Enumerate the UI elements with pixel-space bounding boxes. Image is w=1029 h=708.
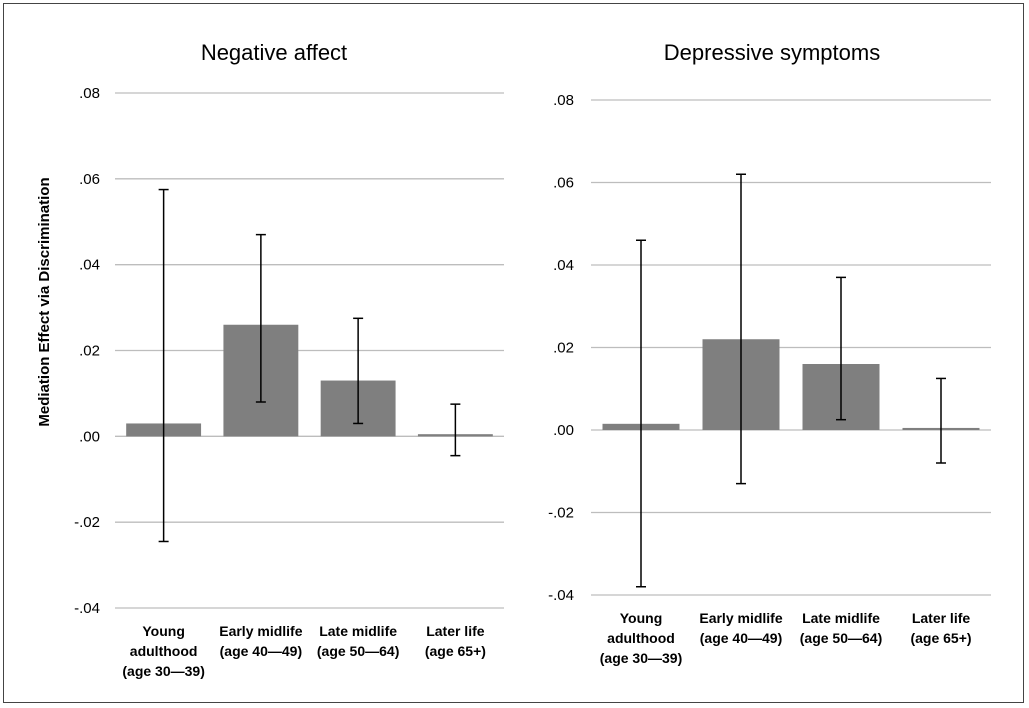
x-tick-label-line: Late midlife — [802, 610, 880, 626]
y-axis-label-text: Mediation Effect via Discrimination — [36, 177, 53, 426]
x-tick-label: Early midlife (age 40—49) — [219, 623, 302, 659]
y-tick-label: .06 — [79, 171, 100, 188]
x-tick-label-line: Later life — [912, 610, 971, 626]
error-bar — [450, 403, 461, 457]
x-tick-label-line: (age 40—49) — [700, 630, 782, 646]
y-tick-label: -.02 — [74, 514, 100, 531]
error-bar — [158, 188, 169, 543]
x-tick-label-line: Later life — [426, 623, 485, 639]
x-tick-label: Early midlife (age 40—49) — [699, 610, 782, 646]
y-tick-label: .04 — [79, 257, 100, 274]
x-tick-label-line: Early midlife — [219, 623, 302, 639]
error-bar — [636, 239, 646, 588]
chart-title: Depressive symptoms — [664, 40, 880, 65]
y-tick-label: .02 — [553, 340, 574, 357]
chart-negative-affect: Negative affect .08 .06 .04 .02 .00 -.02 -.04 Yo… — [74, 40, 504, 679]
x-tick-label-line: (age 40—49) — [220, 643, 302, 659]
x-tick-label-line: adulthood — [607, 630, 675, 646]
x-tick-label-line: adulthood — [130, 643, 198, 659]
error-bar — [836, 276, 846, 421]
error-bar — [353, 317, 364, 425]
x-tick-label-line: (age 30—39) — [600, 650, 682, 666]
figure-frame: Mediation Effect via Discrimination Nega… — [3, 3, 1024, 703]
y-tick-label: .08 — [79, 85, 100, 102]
x-tick-label-line: Late midlife — [319, 623, 397, 639]
y-tick-label: -.02 — [548, 505, 574, 522]
x-tick-label-line: Early midlife — [699, 610, 782, 626]
y-tick-label: .08 — [553, 92, 574, 109]
y-axis-label: Mediation Effect via Discrimination — [36, 177, 53, 426]
x-tick-label-line: Young — [142, 623, 185, 639]
y-tick-label: .02 — [79, 343, 100, 360]
error-bar — [736, 173, 746, 485]
x-tick-label: Late midlife (age 50—64) — [317, 623, 399, 659]
y-tick-label: -.04 — [74, 600, 100, 617]
x-tick-label: Later life (age 65+) — [425, 623, 486, 659]
x-tick-label-line: Young — [620, 610, 663, 626]
error-bar — [255, 233, 266, 403]
y-tick-label: -.04 — [548, 587, 574, 604]
x-tick-label-line: (age 50—64) — [317, 643, 399, 659]
x-tick-label: Late midlife (age 50—64) — [800, 610, 882, 646]
x-tick-label: Young adulthood (age 30—39) — [600, 610, 682, 666]
x-tick-label-line: (age 65+) — [910, 630, 971, 646]
y-tick-label: .04 — [553, 257, 574, 274]
x-tick-label: Later life (age 65+) — [910, 610, 971, 646]
x-tick-label-line: (age 50—64) — [800, 630, 882, 646]
chart-title: Negative affect — [201, 40, 347, 65]
chart-depressive-symptoms: Depressive symptoms .08 .06 .04 .02 .00 -.02 -.… — [548, 40, 991, 666]
x-tick-label-line: (age 65+) — [425, 643, 486, 659]
x-tick-label: Young adulthood (age 30—39) — [122, 623, 204, 679]
y-tick-label: .00 — [553, 422, 574, 439]
y-tick-label: .06 — [553, 175, 574, 192]
x-tick-label-line: (age 30—39) — [122, 663, 204, 679]
error-bar — [936, 377, 946, 464]
y-tick-label: .00 — [79, 428, 100, 445]
